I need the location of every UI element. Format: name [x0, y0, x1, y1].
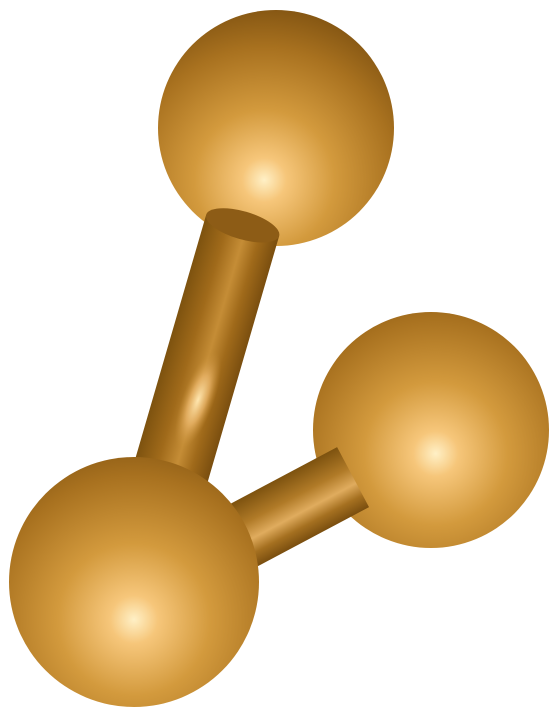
bond-long	[130, 208, 280, 496]
atom-right	[313, 312, 549, 548]
atom-bottom-left	[9, 457, 259, 707]
atom-top	[158, 10, 394, 246]
